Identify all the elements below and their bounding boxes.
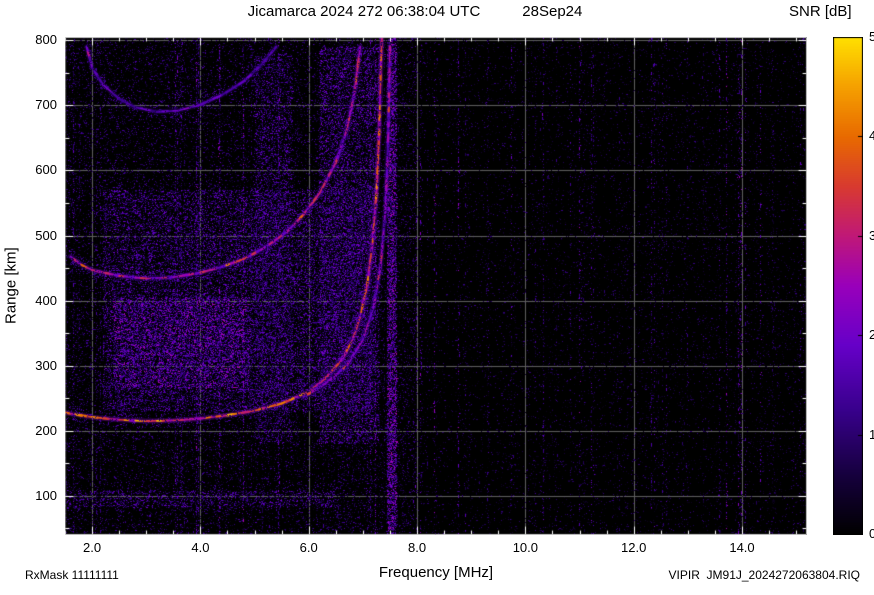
plot-title: Jicamarca 2024 272 06:38:04 UTC 28Sep24 [65, 3, 765, 20]
y-tick-label: 500 [35, 227, 57, 243]
x-tick-label: 8.0 [407, 540, 427, 555]
colorbar-title: SNR [dB] [789, 3, 852, 20]
y-tick-label: 400 [35, 292, 57, 308]
y-tick-label: 200 [35, 422, 57, 438]
x-tick-label: 4.0 [191, 540, 210, 555]
x-axis-title: Frequency [MHz] [378, 564, 494, 581]
y-tick-label: 700 [35, 97, 57, 113]
rx-mask-label: RxMask 11111111 [25, 568, 119, 582]
y-tick-label: 800 [35, 32, 57, 48]
colorbar-tick-label: 10 [869, 426, 874, 442]
y-tick-label: 600 [35, 162, 57, 178]
colorbar-tick-label: 0 [869, 526, 874, 541]
x-tick-label: 12.0 [621, 540, 647, 555]
title-date: 28Sep24 [522, 3, 583, 20]
x-tick-label: 2.0 [83, 540, 102, 555]
x-tick-label: 10.0 [512, 540, 539, 555]
ionogram-canvas [65, 37, 807, 535]
colorbar-tick-label: 30 [869, 227, 874, 243]
colorbar-canvas [833, 37, 863, 535]
y-tick-label: 100 [35, 487, 57, 503]
colorbar-tick-label: 40 [869, 128, 874, 144]
colorbar-tick-label: 50 [869, 29, 874, 44]
y-tick-label: 300 [35, 357, 57, 373]
colorbar-tick-label: 20 [869, 327, 874, 343]
x-tick-label: 14.0 [729, 540, 755, 555]
title-text: Jicamarca 2024 272 06:38:04 UTC [247, 3, 481, 20]
x-tick-label: 6.0 [299, 540, 318, 555]
file-id-label: VIPIR JM91J_2024272063804.RIQ [668, 568, 860, 582]
